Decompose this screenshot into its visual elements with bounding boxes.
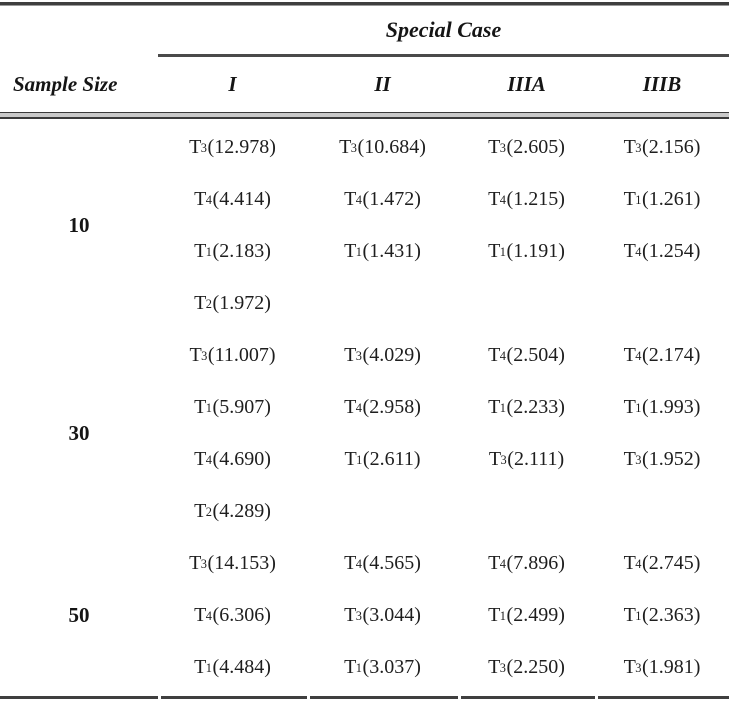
empty-cell (458, 277, 595, 329)
empty-cell (595, 485, 729, 537)
empty-cell (307, 277, 458, 329)
sample-size-value: 30 (68, 420, 90, 445)
column-header-case-2: II (374, 72, 391, 96)
column-header-case-3b: IIIB (642, 72, 682, 96)
bottom-rule-segment (161, 696, 307, 699)
column-header-case-3a: IIIA (507, 72, 546, 96)
table-body: 10 T 3 (12.978) T 3 (10.684) T 3 (2.605) T 3 (2.… (0, 121, 729, 693)
bottom-rule-segment (0, 696, 158, 699)
header-rule (0, 112, 729, 119)
bottom-rule-segment (461, 696, 595, 699)
bottom-rule (0, 696, 729, 699)
span-header-title: Special Case (385, 17, 502, 42)
column-header-sample-size: Sample Size (13, 72, 118, 96)
span-header-row: Special Case (0, 6, 729, 54)
sample-size-value: 10 (68, 212, 90, 237)
bottom-rule-segment (598, 696, 729, 699)
bottom-rule-segment (310, 696, 458, 699)
empty-cell (307, 485, 458, 537)
column-header-row: Sample Size I II IIIA IIIB (0, 57, 729, 112)
empty-cell (595, 277, 729, 329)
sample-size-value: 50 (68, 602, 90, 627)
span-header-rule (158, 54, 729, 57)
top-rule (0, 2, 729, 6)
empty-cell (458, 485, 595, 537)
column-header-case-1: I (228, 72, 237, 96)
